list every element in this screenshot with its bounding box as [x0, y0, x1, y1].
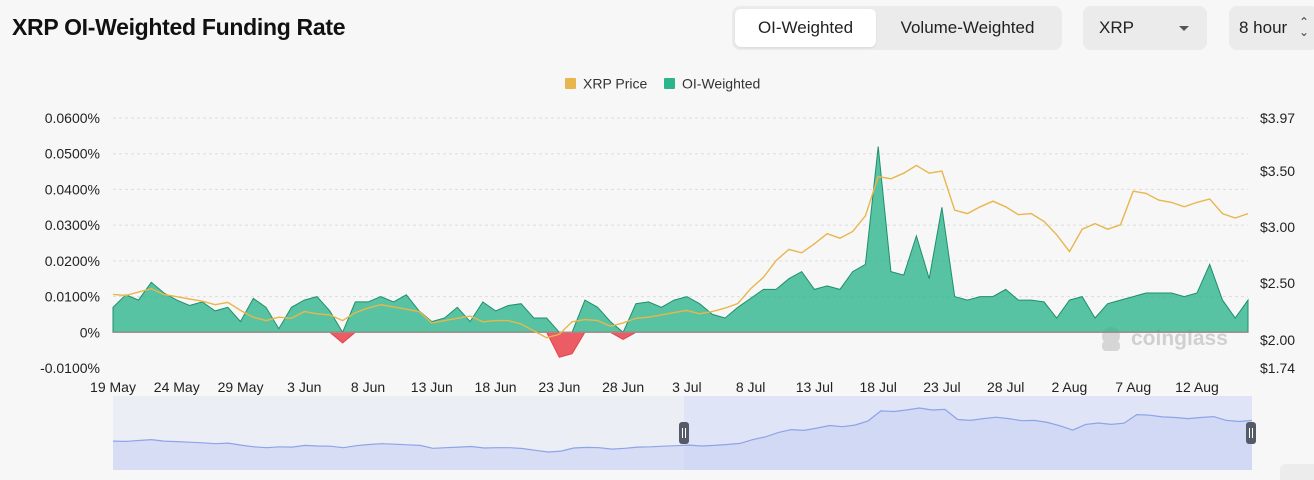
- page-title: XRP OI-Weighted Funding Rate: [12, 14, 346, 40]
- x-tick-label: 13 Jul: [796, 379, 833, 395]
- interval-select-value: 8 hour: [1239, 18, 1288, 37]
- y-right-tick-label: $2.50: [1260, 275, 1295, 291]
- series-layer: [112, 146, 1249, 358]
- y-left-tick-label: 0.0600%: [45, 110, 100, 126]
- interval-select[interactable]: 8 hour ⌃ ⌄: [1229, 6, 1314, 50]
- drag-handle-icon: [679, 422, 689, 444]
- range-navigator[interactable]: [112, 396, 1256, 470]
- x-tick-label: 29 May: [218, 379, 264, 395]
- y-left-tick-label: -0.0100%: [40, 360, 100, 376]
- chart-legend: XRP Price OI-Weighted: [565, 76, 760, 92]
- y-left-tick-label: 0.0400%: [45, 181, 100, 197]
- legend-label: XRP Price: [583, 76, 648, 92]
- y-right-tick-label: $2.00: [1260, 332, 1295, 348]
- drag-handle-icon: [1246, 422, 1256, 444]
- navigator-area: [113, 408, 1252, 470]
- oi-weighted-positive-area: [112, 146, 1249, 334]
- legend-item-oi-weighted: OI-Weighted: [664, 76, 760, 92]
- y-axis-left: 0.0600% 0.0500% 0.0400% 0.0300% 0.0200% 0.010…: [40, 110, 100, 376]
- legend-swatch: [664, 78, 675, 89]
- xrp-price-line: [112, 164, 1249, 339]
- x-tick-label: 23 Jul: [923, 379, 960, 395]
- up-down-chevron-icon: ⌃ ⌄: [1299, 15, 1310, 39]
- y-axis-right: $3.97 $3.50 $3.00 $2.50 $2.00 $1.74: [1260, 110, 1295, 376]
- y-right-tick-label: $3.97: [1260, 110, 1295, 126]
- x-tick-label: 7 Aug: [1115, 379, 1151, 395]
- x-tick-label: 3 Jul: [672, 379, 702, 395]
- x-axis: 19 May 24 May 29 May 3 Jun 8 Jun 13 Jun 18 Jun…: [90, 379, 1219, 395]
- y-right-tick-label: $3.50: [1260, 163, 1295, 179]
- x-tick-label: 18 Jul: [859, 379, 896, 395]
- legend-item-price: XRP Price: [565, 76, 648, 92]
- coinglass-logo-icon-base: [1102, 341, 1120, 351]
- navigator-handle-right[interactable]: [1246, 422, 1256, 444]
- x-tick-label: 12 Aug: [1175, 379, 1219, 395]
- navigator-handle-left[interactable]: [679, 422, 689, 444]
- x-tick-label: 28 Jul: [987, 379, 1024, 395]
- x-tick-label: 8 Jul: [736, 379, 766, 395]
- x-tick-label: 18 Jun: [475, 379, 517, 395]
- x-tick-label: 28 Jun: [602, 379, 644, 395]
- tab-volume-weighted[interactable]: Volume-Weighted: [900, 18, 1035, 37]
- x-tick-label: 3 Jun: [287, 379, 321, 395]
- gear-icon[interactable]: [1280, 464, 1314, 480]
- tab-oi-weighted[interactable]: OI-Weighted: [735, 9, 876, 47]
- x-tick-label: 13 Jun: [411, 379, 453, 395]
- y-left-tick-label: 0.0500%: [45, 146, 100, 162]
- legend-label: OI-Weighted: [682, 76, 760, 92]
- x-tick-label: 2 Aug: [1052, 379, 1088, 395]
- x-tick-label: 19 May: [90, 379, 136, 395]
- y-left-tick-label: 0%: [80, 324, 100, 340]
- weighting-toggle: OI-Weighted Volume-Weighted: [732, 6, 1062, 50]
- legend-swatch: [565, 78, 576, 89]
- x-tick-label: 8 Jun: [351, 379, 385, 395]
- coin-select-value: XRP: [1099, 18, 1134, 37]
- y-left-tick-label: 0.0100%: [45, 289, 100, 305]
- x-tick-label: 24 May: [154, 379, 200, 395]
- caret-down-icon: [1179, 26, 1189, 31]
- navigator-line: [112, 407, 1253, 453]
- oi-weighted-negative-area: [112, 331, 1249, 358]
- coin-select[interactable]: XRP: [1083, 6, 1207, 50]
- y-left-tick-label: 0.0300%: [45, 217, 100, 233]
- y-left-tick-label: 0.0200%: [45, 253, 100, 269]
- y-right-tick-label: $3.00: [1260, 219, 1295, 235]
- x-tick-label: 23 Jun: [538, 379, 580, 395]
- y-right-tick-label: $1.74: [1260, 360, 1295, 376]
